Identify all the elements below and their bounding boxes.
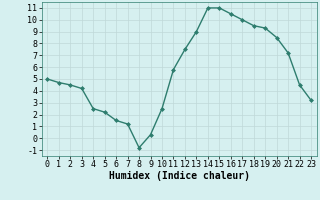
X-axis label: Humidex (Indice chaleur): Humidex (Indice chaleur) bbox=[109, 171, 250, 181]
